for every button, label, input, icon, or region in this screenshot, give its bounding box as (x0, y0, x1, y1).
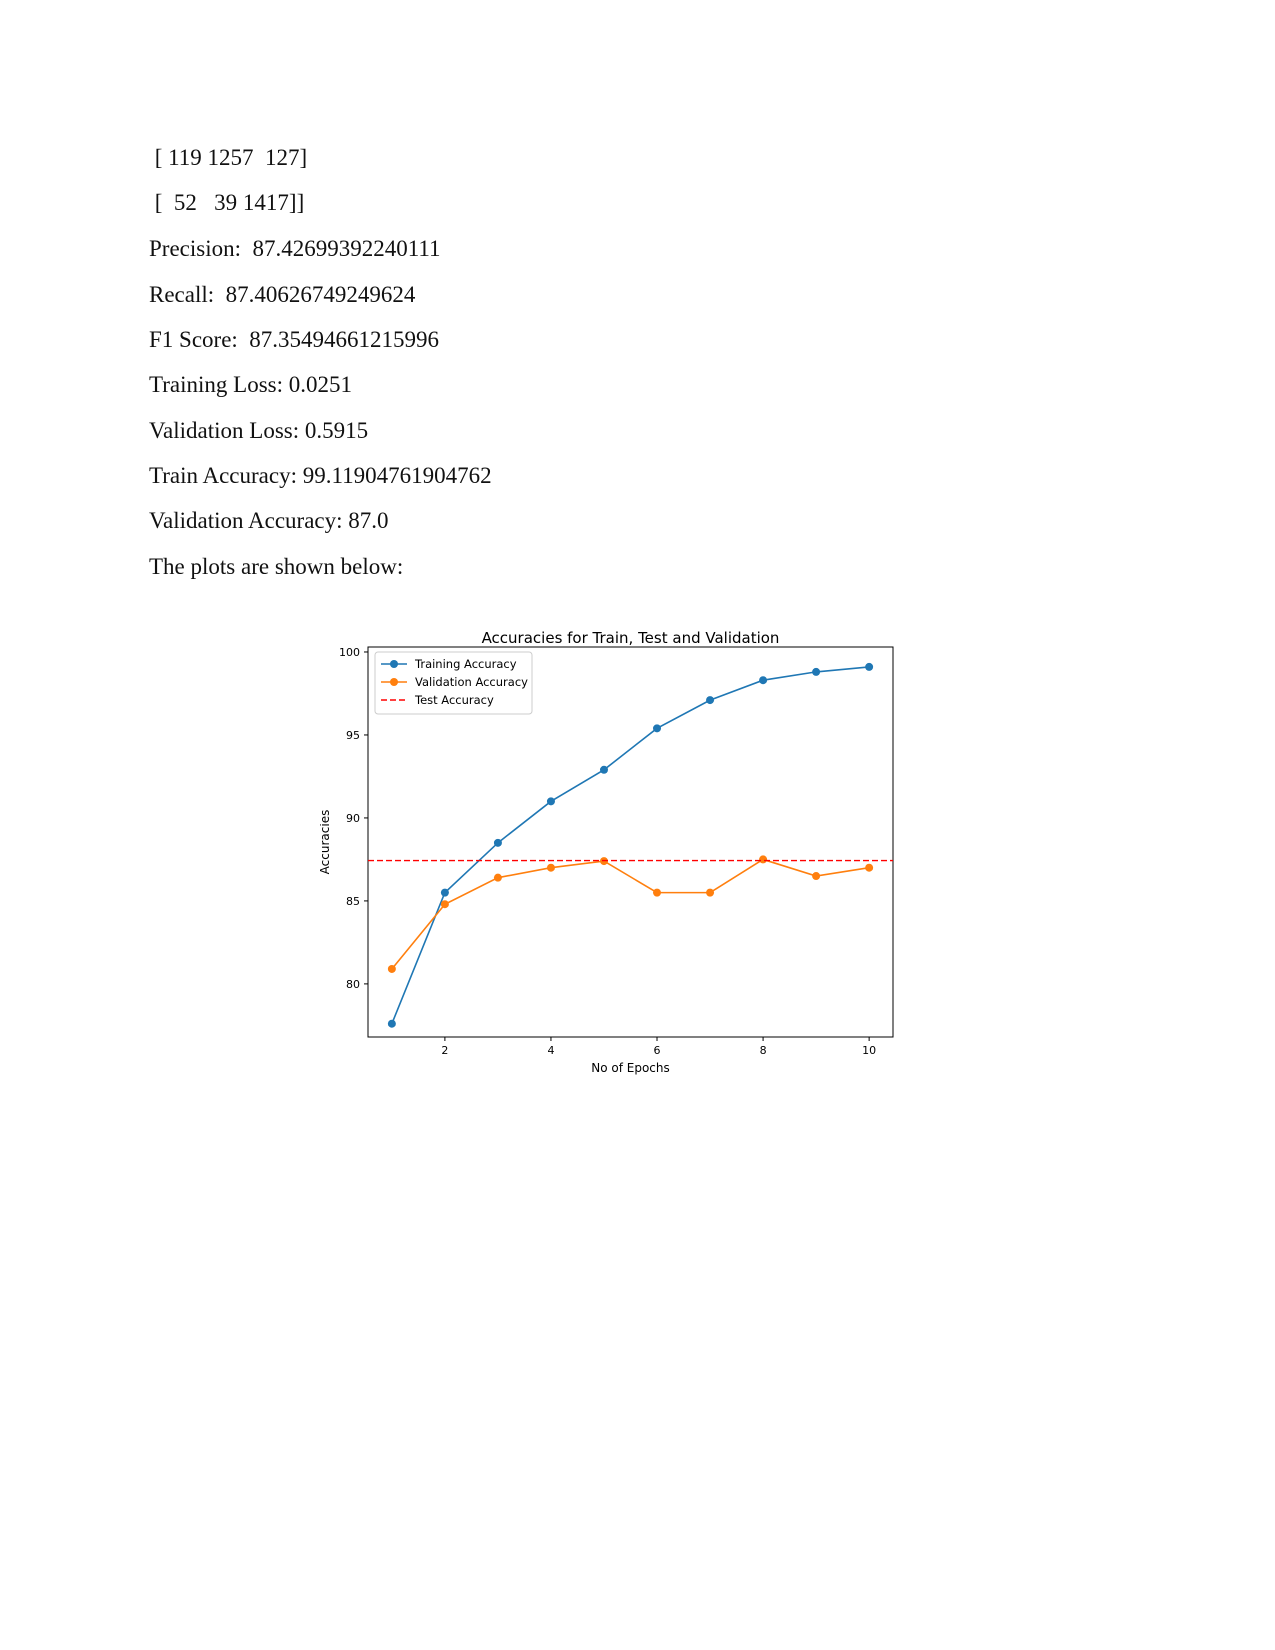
validation-accuracy-point (546, 863, 555, 872)
f1-score-line: F1 Score: 87.35494661215996 (149, 327, 440, 352)
validation-accuracy-point (387, 964, 396, 973)
legend-label-validation-accuracy: Validation Accuracy (415, 675, 528, 689)
y-axis-label: Accuracies (320, 810, 332, 875)
train-accuracy-line: Train Accuracy: 99.11904761904762 (149, 463, 492, 488)
training-accuracy-point (599, 765, 608, 774)
precision-line: Precision: 87.42699392240111 (149, 236, 441, 261)
validation-accuracy-point (812, 872, 821, 881)
y-tick-label: 90 (346, 812, 360, 825)
training-accuracy-point (759, 676, 768, 685)
accuracy-chart: Accuracies for Train, Test and Validatio… (320, 625, 945, 1105)
training-accuracy-point (706, 696, 715, 705)
training-accuracy-point (546, 797, 555, 806)
x-tick-label: 4 (547, 1044, 554, 1057)
accuracy-chart-svg: Accuracies for Train, Test and Validatio… (320, 629, 894, 1075)
validation-accuracy-point (440, 900, 449, 909)
plots-intro-line: The plots are shown below: (149, 554, 404, 579)
chart-title: Accuracies for Train, Test and Validatio… (482, 629, 780, 647)
legend: Training Accuracy Validation Accuracy Test… (374, 651, 533, 715)
training-accuracy-point (387, 1019, 396, 1028)
training-accuracy-point (493, 838, 502, 847)
training-accuracy-point (653, 724, 662, 733)
legend-label-test-accuracy: Test Accuracy (414, 693, 494, 707)
x-tick-label: 8 (760, 1044, 767, 1057)
x-tick-label: 6 (654, 1044, 661, 1057)
training-loss-line: Training Loss: 0.0251 (149, 372, 352, 397)
legend-marker-training-accuracy (390, 660, 398, 668)
training-accuracy-point (812, 667, 821, 676)
training-accuracy-point (865, 662, 874, 671)
validation-accuracy-point (865, 863, 874, 872)
validation-accuracy-line (391, 858, 870, 970)
y-tick-label: 95 (346, 729, 360, 742)
training-accuracy-line (391, 666, 870, 1025)
confusion-matrix-row-2: [ 119 1257 127] (149, 145, 308, 170)
legend-box (374, 651, 533, 715)
x-tick-label: 2 (441, 1044, 448, 1057)
recall-line: Recall: 87.40626749249624 (149, 282, 416, 307)
y-tick-label: 80 (346, 978, 360, 991)
confusion-matrix-row-3: [ 52 39 1417]] (149, 190, 305, 215)
y-tick-label: 100 (339, 646, 360, 659)
training-accuracy-point (440, 888, 449, 897)
plot-area: 2 4 6 8 10 80 85 90 95 100 (339, 646, 894, 1057)
validation-accuracy-point (706, 888, 715, 897)
validation-accuracy-line: Validation Accuracy: 87.0 (149, 508, 389, 533)
legend-marker-validation-accuracy (390, 678, 398, 686)
validation-accuracy-point (653, 888, 662, 897)
validation-loss-line: Validation Loss: 0.5915 (149, 418, 369, 443)
x-tick-label: 10 (862, 1044, 876, 1057)
legend-label-training-accuracy: Training Accuracy (414, 657, 517, 671)
y-tick-label: 85 (346, 895, 360, 908)
validation-accuracy-point (493, 873, 502, 882)
x-axis-label: No of Epochs (591, 1061, 670, 1075)
validation-accuracy-point (759, 855, 768, 864)
plot-frame (367, 646, 894, 1038)
